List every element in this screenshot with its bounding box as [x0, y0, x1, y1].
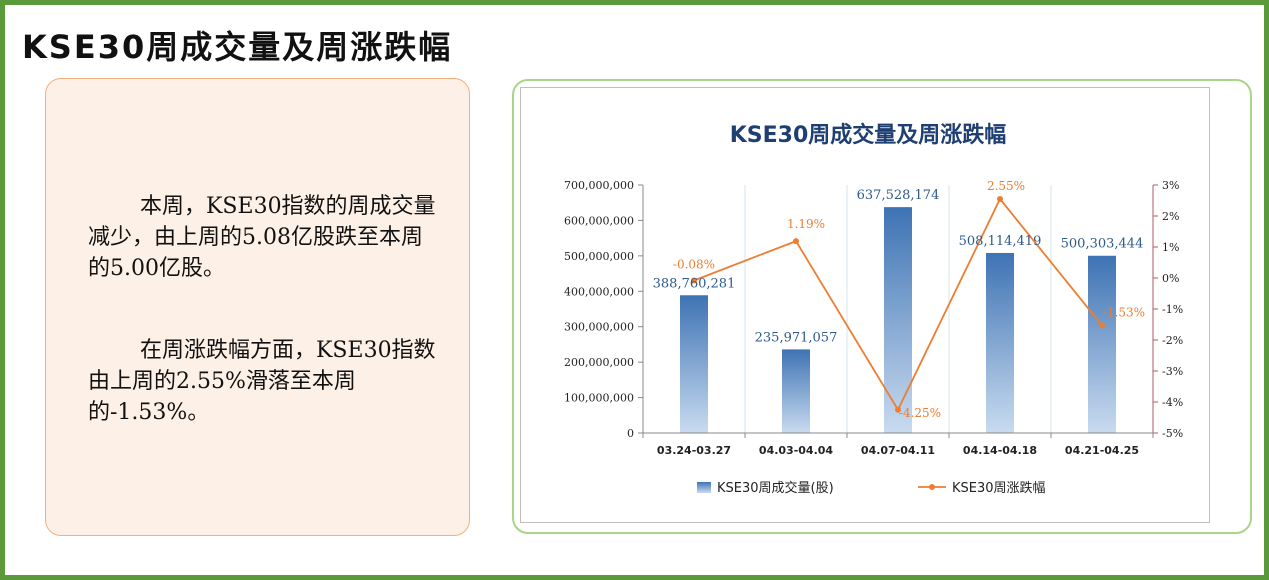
change-point	[793, 238, 799, 245]
right-axis-tick-label: 0%	[1162, 272, 1179, 285]
change-point-label: -4.25%	[899, 406, 941, 420]
commentary-change-text: 在周涨跌幅方面，KSE30指数由上周的2.55%滑落至本周的-1.53%。	[88, 338, 436, 425]
legend-change-swatch-point	[929, 484, 935, 490]
left-axis-tick-label: 300,000,000	[564, 321, 634, 334]
right-axis-tick-label: -4%	[1162, 396, 1183, 409]
right-axis-tick-label: 1%	[1162, 241, 1179, 254]
volume-bar	[782, 349, 810, 433]
volume-bar-label: 235,971,057	[755, 330, 838, 345]
volume-bar-label: 500,303,444	[1061, 237, 1144, 252]
volume-bar-label: 637,528,174	[857, 188, 940, 203]
change-point-label: -0.08%	[673, 257, 715, 271]
change-point-label: 1.19%	[787, 217, 825, 231]
left-axis-tick-label: 200,000,000	[564, 356, 634, 369]
volume-bar-label: 388,760,281	[653, 276, 736, 291]
right-axis-tick-label: 2%	[1162, 210, 1179, 223]
right-axis-tick-label: -2%	[1162, 334, 1183, 347]
volume-bar	[884, 207, 912, 433]
right-axis-tick-label: -5%	[1162, 427, 1183, 440]
left-axis-tick-label: 700,000,000	[564, 179, 634, 192]
left-axis-tick-label: 0	[627, 427, 634, 440]
right-axis-tick-label: -3%	[1162, 365, 1183, 378]
change-point	[895, 406, 901, 413]
volume-bar	[680, 295, 708, 433]
commentary-paragraph-change: 在周涨跌幅方面，KSE30指数由上周的2.55%滑落至本周的-1.53%。	[88, 335, 438, 428]
page-title: KSE30周成交量及周涨跌幅	[22, 28, 453, 66]
volume-bar-label: 508,114,419	[959, 234, 1042, 249]
legend-volume-swatch	[697, 482, 711, 493]
left-axis-tick-label: 500,000,000	[564, 250, 634, 263]
x-axis-category-label: 04.14-04.18	[963, 444, 1037, 457]
change-point	[691, 277, 697, 284]
left-axis-tick-label: 100,000,000	[564, 392, 634, 405]
commentary-paragraph-volume: 本周，KSE30指数的周成交量减少，由上周的5.08亿股跌至本周的5.00亿股。	[88, 191, 438, 284]
legend-change-label: KSE30周涨跌幅	[952, 480, 1046, 496]
legend-volume-label: KSE30周成交量(股)	[717, 480, 834, 496]
x-axis-category-label: 04.03-04.04	[759, 444, 833, 457]
x-axis-category-label: 04.21-04.25	[1065, 444, 1139, 457]
x-axis-category-label: 03.24-03.27	[657, 444, 731, 457]
volume-bar	[1088, 255, 1116, 433]
commentary-volume-text: 本周，KSE30指数的周成交量减少，由上周的5.08亿股跌至本周的5.00亿股。	[88, 194, 436, 281]
commentary-panel: 本周，KSE30指数的周成交量减少，由上周的5.08亿股跌至本周的5.00亿股。…	[45, 78, 470, 536]
right-axis-tick-label: -1%	[1162, 303, 1183, 316]
chart-title: KSE30周成交量及周涨跌幅	[730, 122, 1007, 148]
right-axis-tick-label: 3%	[1162, 179, 1179, 192]
volume-bar	[986, 252, 1014, 433]
left-axis-tick-label: 600,000,000	[564, 214, 634, 227]
left-axis-tick-label: 400,000,000	[564, 285, 634, 298]
change-point	[997, 195, 1003, 202]
change-point-label: -1.53%	[1103, 305, 1145, 319]
change-point-label: 2.55%	[987, 179, 1025, 193]
change-point	[1099, 322, 1105, 329]
x-axis-category-label: 04.07-04.11	[861, 444, 935, 457]
